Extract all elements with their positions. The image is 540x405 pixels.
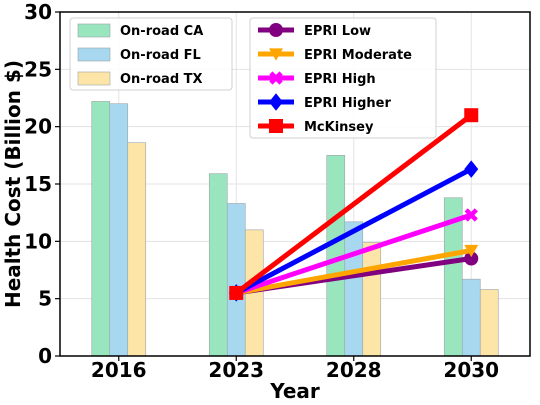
- legend-swatch: [77, 23, 111, 38]
- y-tick-label: 15: [24, 172, 52, 196]
- line-epri-moderate: [233, 248, 474, 296]
- line-series-group: [229, 108, 479, 302]
- legend-marker: [269, 23, 283, 37]
- marker-epri-high-2030: [464, 208, 478, 222]
- legend-label: McKinsey: [304, 120, 374, 135]
- x-tick-label: 2016: [91, 358, 147, 382]
- legend-lines-box: [249, 17, 437, 139]
- legend-swatch: [77, 71, 111, 86]
- bar-on-road-ca-2016: [91, 101, 111, 357]
- line-epri-high: [233, 212, 474, 296]
- legend-bars-box: [69, 17, 233, 91]
- bar-on-road-fl-2023: [226, 203, 246, 357]
- legend-marker: [269, 48, 283, 61]
- marker-epri-moderate-2030: [464, 244, 479, 258]
- y-tick-label: 30: [24, 0, 52, 24]
- legend-marker: [269, 119, 283, 133]
- legend-label: EPRI High: [304, 72, 376, 87]
- bar-on-road-fl-2028: [344, 221, 364, 357]
- legend-label: EPRI Moderate: [304, 48, 412, 63]
- x-axis-ticks: 2016 2023 2028 2030: [91, 356, 499, 382]
- bar-on-road-ca-2023: [208, 173, 228, 357]
- bar-on-road-fl-2030: [461, 278, 481, 357]
- y-tick-label: 20: [24, 115, 52, 139]
- line-epri-higher: [233, 166, 474, 296]
- y-tick-label: 0: [38, 344, 52, 368]
- legend-marker: [269, 71, 283, 85]
- legend-label: EPRI Higher: [304, 96, 391, 111]
- legend-swatch: [77, 47, 111, 62]
- legend-marker: [269, 93, 283, 111]
- y-axis-label: Health Cost (Billion $): [1, 60, 25, 308]
- bar-on-road-fl-2016: [109, 103, 129, 357]
- bar-on-road-tx-2028: [362, 242, 382, 357]
- marker-mckinsey-2023: [229, 285, 244, 300]
- y-tick-label: 25: [24, 57, 52, 81]
- y-axis-ticks: 0 5 10 15 20 25 30: [24, 0, 60, 368]
- x-axis-label: Year: [269, 379, 320, 403]
- y-tick-label: 5: [38, 287, 52, 311]
- marker-epri-low-2030: [464, 251, 479, 266]
- y-tick-label: 10: [24, 229, 52, 253]
- marker-mckinsey-2030: [464, 108, 479, 123]
- marker-epri-higher-2030: [464, 160, 479, 178]
- x-tick-label: 2023: [208, 358, 264, 382]
- legend-lines: EPRI Low EPRI Moderate EPRI High EPRI Highe…: [249, 17, 437, 139]
- bar-on-road-tx-2030: [479, 289, 499, 357]
- legend-label: On-road CA: [120, 24, 203, 39]
- legend-label: On-road TX: [120, 72, 203, 87]
- line-mckinsey: [233, 112, 474, 296]
- legend-label: On-road FL: [120, 48, 201, 63]
- x-tick-label: 2030: [443, 358, 499, 382]
- x-tick-label: 2028: [326, 358, 382, 382]
- legend-label: EPRI Low: [304, 24, 371, 39]
- legend-bars: On-road CA On-road FL On-road TX: [69, 17, 233, 91]
- bar-on-road-tx-2016: [127, 142, 147, 357]
